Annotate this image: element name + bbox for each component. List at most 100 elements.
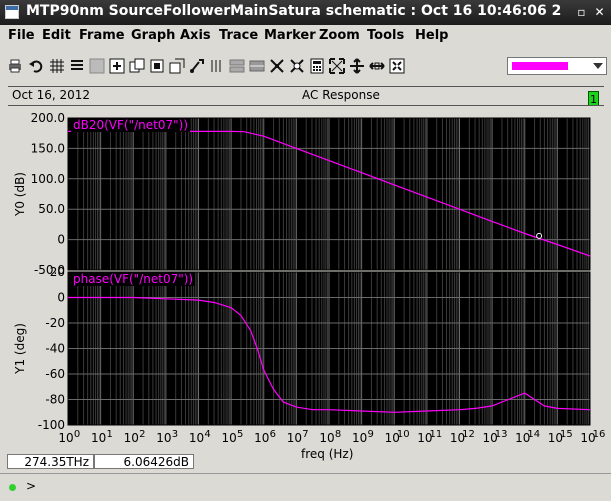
marker-icon[interactable] <box>189 58 205 74</box>
x-tick-label: 10 <box>124 431 139 445</box>
x-tick-exponent: 15 <box>560 429 573 440</box>
markers-off-icon[interactable] <box>269 58 285 74</box>
x-tick-label: 10 <box>450 431 465 445</box>
x-tick-label: 10 <box>254 431 269 445</box>
table-icon[interactable] <box>209 58 225 74</box>
divider <box>8 105 604 106</box>
copy-icon[interactable] <box>129 58 145 74</box>
x-tick-label: 10 <box>385 431 400 445</box>
x-tick-exponent: 7 <box>302 429 308 440</box>
strip-icon[interactable] <box>229 58 245 74</box>
x-tick-label: 10 <box>580 431 595 445</box>
trace-marker <box>536 232 543 239</box>
x-tick-label: 10 <box>221 431 236 445</box>
x-tick-exponent: 16 <box>593 429 606 440</box>
x-tick-label: 10 <box>319 431 334 445</box>
divider <box>8 86 604 87</box>
menu-frame[interactable]: Frame <box>79 28 125 43</box>
x-tick-label: 10 <box>287 431 302 445</box>
y-tick-label: -50.0 <box>34 263 65 277</box>
y-axis-label: Y0 (dB) <box>13 172 27 217</box>
trace-line-0 <box>68 130 591 257</box>
ac-response-plot[interactable]: 200.0 150.0 100.0 50.0 0 -50.0 dB20(VF("/net07… <box>0 0 611 470</box>
menu-tools[interactable]: Tools <box>367 28 405 43</box>
x-tick-exponent: 6 <box>270 429 276 440</box>
zoom-box-icon[interactable] <box>389 58 405 74</box>
y-tick-label: -40 <box>45 342 65 356</box>
menu-bar: File Edit Frame Graph Axis Trace Marker … <box>0 25 611 47</box>
x-tick-exponent: 14 <box>527 429 540 440</box>
x-tick-label: 10 <box>58 431 73 445</box>
x-tick-exponent: 4 <box>204 429 210 440</box>
trace-color-select[interactable] <box>507 57 607 75</box>
trace-line-1 <box>68 296 591 413</box>
menu-graph[interactable]: Graph <box>131 28 176 43</box>
x-tick-exponent: 2 <box>139 429 145 440</box>
y-tick-label: 150.0 <box>31 141 65 155</box>
x-tick-label: 10 <box>189 431 204 445</box>
strips-icon[interactable] <box>69 58 85 74</box>
plot-date: Oct 16, 2012 <box>12 88 90 102</box>
y-tick-label: -20 <box>45 316 65 330</box>
x-tick-label: 10 <box>91 431 106 445</box>
y-axis-label: Y1 (deg) <box>13 323 27 375</box>
y-tick-label: -80 <box>45 393 65 407</box>
window-title: MTP90nm SourceFollowerMainSatura schemat… <box>26 3 562 19</box>
paste-icon[interactable] <box>149 58 165 74</box>
trace-color-swatch <box>512 62 568 70</box>
blank-icon[interactable] <box>89 58 105 74</box>
trace-label-bg <box>71 272 196 286</box>
plot-frame <box>67 117 591 271</box>
undo-icon[interactable] <box>28 58 44 74</box>
x-tick-exponent: 8 <box>335 429 341 440</box>
menu-file[interactable]: File <box>8 28 35 43</box>
command-line[interactable]: > <box>0 473 611 501</box>
y-tick-label: -60 <box>45 367 65 381</box>
x-tick-exponent: 3 <box>172 429 178 440</box>
menu-trace[interactable]: Trace <box>219 28 259 43</box>
y-tick-label: -100 <box>38 418 65 432</box>
x-tick-label: 10 <box>156 431 171 445</box>
y-tick-label: 20 <box>50 265 65 279</box>
y-tick-label: 50.0 <box>38 202 65 216</box>
menu-axis[interactable]: Axis <box>180 28 211 43</box>
print-icon[interactable] <box>7 58 23 74</box>
window-icon[interactable] <box>169 58 185 74</box>
plot-frame <box>67 271 591 426</box>
command-prompt: > <box>26 479 37 493</box>
x-tick-exponent: 10 <box>397 429 410 440</box>
chart-title: AC Response <box>302 88 380 102</box>
menu-help[interactable]: Help <box>415 28 449 43</box>
x-tick-label: 10 <box>352 431 367 445</box>
zoom-fit-icon[interactable] <box>109 58 125 74</box>
strip2-icon[interactable] <box>249 58 265 74</box>
toolbar <box>0 47 611 85</box>
fit-icon[interactable] <box>329 58 345 74</box>
x-tick-exponent: 13 <box>495 429 508 440</box>
close-button[interactable]: ✕ <box>594 5 605 19</box>
trace-label-bg <box>71 118 191 132</box>
calculator-icon[interactable] <box>309 58 325 74</box>
status-led-icon <box>9 484 16 491</box>
y-tick-label: 200.0 <box>31 111 65 125</box>
window-icon <box>5 5 19 19</box>
x-tick-exponent: 11 <box>430 429 443 440</box>
title-bar: MTP90nm SourceFollowerMainSatura schemat… <box>0 0 611 25</box>
x-tick-label: 10 <box>482 431 497 445</box>
x-axis-label: freq (Hz) <box>301 447 354 461</box>
x-tick-exponent: 5 <box>237 429 243 440</box>
chevron-down-icon <box>593 63 603 69</box>
zoom-x-icon[interactable] <box>349 58 365 74</box>
menu-edit[interactable]: Edit <box>42 28 71 43</box>
markers-on-icon[interactable] <box>289 58 305 74</box>
x-tick-label: 10 <box>417 431 432 445</box>
cursor-y-readout: 6.06426dB <box>94 454 194 469</box>
menu-marker[interactable]: Marker <box>264 28 316 43</box>
grid-icon[interactable] <box>49 58 65 74</box>
trace-label: dB20(VF("/net07")) <box>73 118 188 132</box>
minimize-button[interactable]: ▫ <box>577 5 586 19</box>
x-tick-exponent: 0 <box>74 429 80 440</box>
zoom-y-icon[interactable] <box>369 58 385 74</box>
x-tick-exponent: 9 <box>367 429 373 440</box>
menu-zoom[interactable]: Zoom <box>319 28 360 43</box>
